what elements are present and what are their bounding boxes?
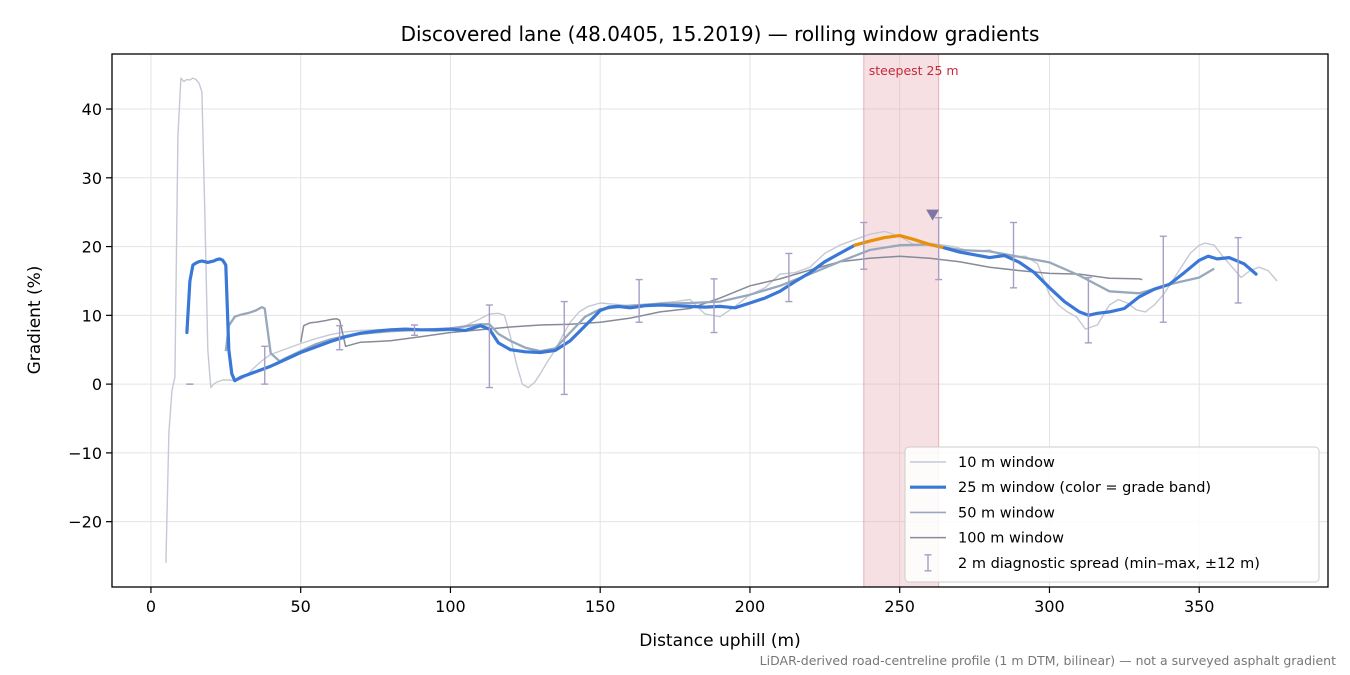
steepest-marker-triangle [926, 209, 940, 221]
legend-entry-25m: 25 m window (color = grade band) [958, 480, 1211, 496]
legend-entry-10m: 10 m window [958, 455, 1055, 471]
x-tick-label: 0 [146, 597, 156, 616]
legend: 10 m window 25 m window (color = grade ba… [904, 446, 1320, 583]
steepest-band-label: steepest 25 m [869, 63, 959, 78]
plot-frame [111, 53, 1329, 588]
x-tick-label: 200 [735, 597, 766, 616]
x-tick-label: 300 [1034, 597, 1065, 616]
series-100m-line [299, 255, 1143, 348]
y-axis-title: Gradient (%) [25, 266, 45, 375]
series-10m-line [165, 77, 1278, 563]
x-tick-label: 150 [585, 597, 616, 616]
x-tick-label: 50 [291, 597, 311, 616]
series-50m-line [224, 243, 1215, 363]
chart-title: Discovered lane (48.0405, 15.2019) — rol… [401, 22, 1040, 46]
legend-box [904, 446, 1320, 583]
x-tick-label: 250 [884, 597, 915, 616]
y-tick-label: −10 [68, 444, 102, 463]
steepest-marker [926, 209, 940, 221]
y-tick-label: −20 [68, 513, 102, 532]
y-axis-ticks: −20 −10 0 10 20 30 40 [68, 100, 112, 532]
series-25m-line [943, 246, 1258, 317]
x-axis-ticks: 0 50 100 150 200 250 300 350 [146, 587, 1215, 616]
x-tick-label: 350 [1184, 597, 1215, 616]
y-tick-label: 30 [82, 169, 102, 188]
series-lines [165, 77, 1278, 563]
y-tick-label: 40 [82, 100, 102, 119]
error-bars [186, 216, 1242, 396]
series-25m-steepest-segment [853, 234, 947, 250]
legend-entry-spread: 2 m diagnostic spread (min–max, ±12 m) [958, 556, 1260, 572]
y-tick-label: 10 [82, 306, 102, 325]
y-tick-label: 20 [82, 238, 102, 257]
y-tick-label: 0 [92, 375, 102, 394]
x-axis-title: Distance uphill (m) [639, 631, 800, 651]
legend-entry-50m: 50 m window [958, 505, 1055, 521]
x-tick-label: 100 [435, 597, 466, 616]
series-25m-line [185, 243, 857, 383]
chart-caption: LiDAR-derived road-centreline profile (1… [760, 653, 1336, 668]
legend-entry-100m: 100 m window [958, 531, 1064, 547]
